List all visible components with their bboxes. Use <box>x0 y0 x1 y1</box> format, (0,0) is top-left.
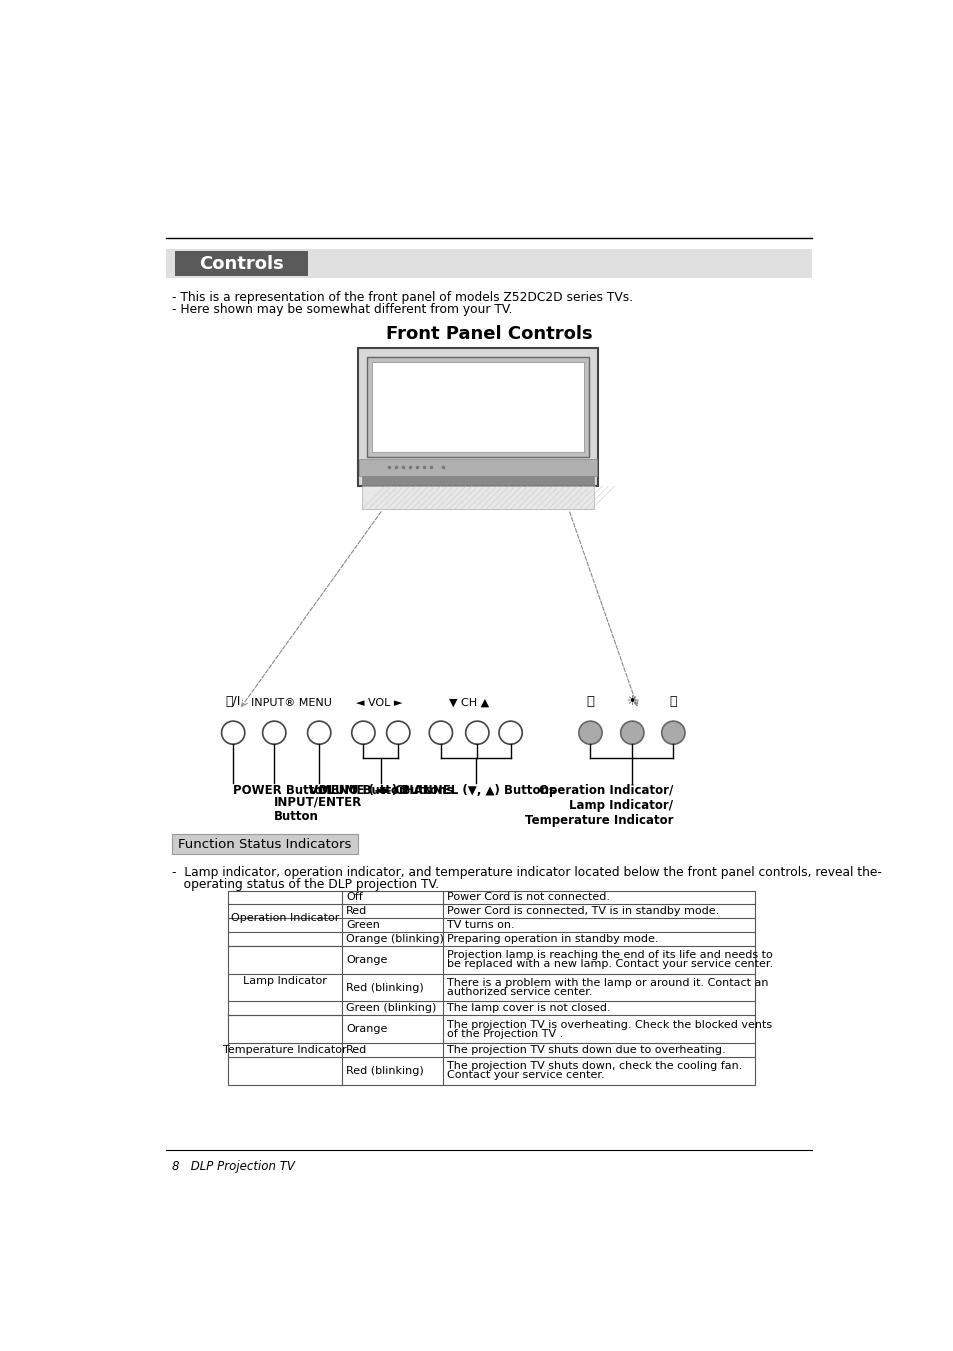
Text: operating status of the DLP projection TV.: operating status of the DLP projection T… <box>172 878 438 892</box>
Text: POWER Button: POWER Button <box>233 785 331 797</box>
Text: Orange (blinking): Orange (blinking) <box>346 934 444 944</box>
Text: - This is a representation of the front panel of models Z52DC2D series TVs.: - This is a representation of the front … <box>172 290 633 304</box>
Text: Function Status Indicators: Function Status Indicators <box>178 838 352 851</box>
Text: Operation Indicator/
Lamp Indicator/
Temperature Indicator: Operation Indicator/ Lamp Indicator/ Tem… <box>524 785 673 827</box>
Text: Operation Indicator: Operation Indicator <box>231 913 339 923</box>
Text: Red: Red <box>346 907 367 916</box>
Text: 🌡: 🌡 <box>669 694 677 708</box>
Text: MENU Button: MENU Button <box>319 785 407 797</box>
Text: Green: Green <box>346 920 380 931</box>
Bar <box>361 476 594 485</box>
Text: ⏻: ⏻ <box>586 694 594 708</box>
Text: Lamp Indicator: Lamp Indicator <box>243 975 327 986</box>
Text: ▼ CH ▲: ▼ CH ▲ <box>449 698 489 708</box>
Text: Orange: Orange <box>346 1024 387 1034</box>
Text: The projection TV shuts down due to overheating.: The projection TV shuts down due to over… <box>447 1044 725 1055</box>
Text: INPUT® MENU: INPUT® MENU <box>251 698 332 708</box>
Text: Projection lamp is reaching the end of its life and needs to: Projection lamp is reaching the end of i… <box>447 950 772 961</box>
Text: Orange: Orange <box>346 955 387 965</box>
Circle shape <box>661 721 684 744</box>
Text: of the Projection TV .: of the Projection TV . <box>447 1028 562 1039</box>
Circle shape <box>578 721 601 744</box>
Text: Power Cord is not connected.: Power Cord is not connected. <box>447 893 609 902</box>
Text: 8   DLP Projection TV: 8 DLP Projection TV <box>172 1161 294 1173</box>
Text: Controls: Controls <box>199 255 284 273</box>
Text: -  Lamp indicator, operation indicator, and temperature indicator located below : - Lamp indicator, operation indicator, a… <box>172 866 881 880</box>
Bar <box>174 251 308 276</box>
Text: Temperature Indicator: Temperature Indicator <box>223 1044 347 1055</box>
Text: ☀: ☀ <box>626 694 638 708</box>
Text: INPUT/ENTER
Button: INPUT/ENTER Button <box>274 794 362 823</box>
Bar <box>372 362 583 453</box>
Text: authorized service center.: authorized service center. <box>447 988 592 997</box>
Text: The projection TV shuts down, check the cooling fan.: The projection TV shuts down, check the … <box>447 1061 741 1071</box>
Bar <box>228 890 754 1085</box>
Text: CHANNEL (▼, ▲) Buttons: CHANNEL (▼, ▲) Buttons <box>395 785 556 797</box>
Bar <box>357 347 598 486</box>
Circle shape <box>620 721 643 744</box>
Text: Red (blinking): Red (blinking) <box>346 1066 424 1075</box>
Text: Contact your service center.: Contact your service center. <box>447 1070 604 1081</box>
Bar <box>367 357 588 457</box>
Text: The projection TV is overheating. Check the blocked vents: The projection TV is overheating. Check … <box>447 1020 771 1029</box>
Text: Front Panel Controls: Front Panel Controls <box>385 324 592 343</box>
Text: ◄ VOL ►: ◄ VOL ► <box>355 698 401 708</box>
Text: Red: Red <box>346 1044 367 1055</box>
Text: Preparing operation in standby mode.: Preparing operation in standby mode. <box>447 934 658 944</box>
Text: Red (blinking): Red (blinking) <box>346 982 424 993</box>
Bar <box>361 486 594 509</box>
Text: ⏻/I: ⏻/I <box>225 694 240 708</box>
Text: Power Cord is connected, TV is in standby mode.: Power Cord is connected, TV is in standb… <box>447 907 719 916</box>
Text: be replaced with a new lamp. Contact your service center.: be replaced with a new lamp. Contact you… <box>447 959 772 970</box>
Text: Green (blinking): Green (blinking) <box>346 1004 436 1013</box>
Text: The lamp cover is not closed.: The lamp cover is not closed. <box>447 1004 610 1013</box>
Text: VOLUME (◄►) Buttons: VOLUME (◄►) Buttons <box>309 785 453 797</box>
Text: Off: Off <box>346 893 363 902</box>
Bar <box>166 249 811 278</box>
Bar <box>172 835 357 854</box>
Text: TV turns on.: TV turns on. <box>447 920 515 931</box>
Bar <box>359 458 596 476</box>
Text: There is a problem with the lamp or around it. Contact an: There is a problem with the lamp or arou… <box>447 978 768 988</box>
Text: - Here shown may be somewhat different from your TV.: - Here shown may be somewhat different f… <box>172 303 512 316</box>
